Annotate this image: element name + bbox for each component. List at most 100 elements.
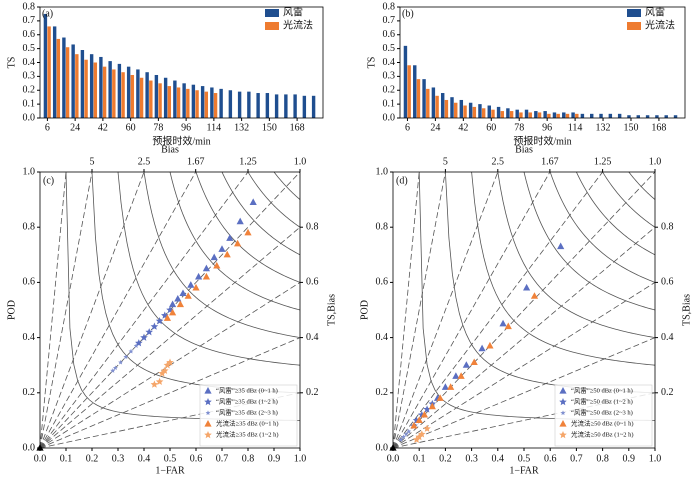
y2-tick-label: 0.2	[306, 387, 319, 398]
marker-triangle	[187, 281, 195, 288]
bar	[472, 106, 477, 118]
bar	[463, 105, 467, 118]
bar	[496, 106, 501, 118]
ts-line	[273, 171, 301, 200]
ts-line	[471, 171, 656, 366]
y-tick-label: 0.2	[383, 85, 396, 96]
bar	[590, 113, 594, 118]
marker-triangle	[410, 421, 418, 429]
marker-star	[112, 365, 118, 371]
x2-tick-label: 2.5	[138, 156, 151, 167]
bar	[450, 97, 454, 118]
x-tick-label: 0.9	[268, 453, 281, 464]
bar	[440, 93, 445, 118]
marker-star	[423, 424, 431, 432]
marker-triangle	[249, 198, 257, 205]
ts-line	[143, 171, 301, 338]
x-tick-label: 1.0	[294, 453, 307, 464]
marker-star	[559, 398, 567, 406]
y2-tick-label: 0.4	[661, 332, 674, 343]
legend-label: “风雷”≥50 dBz (1~2 h)	[571, 397, 633, 405]
bar	[509, 111, 514, 118]
bar	[444, 99, 449, 118]
marker-triangle	[559, 420, 567, 427]
ts-line	[169, 171, 301, 311]
bias-line	[39, 337, 301, 449]
y-axis-label: TS	[366, 57, 377, 69]
marker-triangle	[204, 420, 212, 427]
bar	[627, 115, 631, 118]
marker-star	[140, 333, 148, 341]
marker-triangle	[457, 372, 465, 379]
x-tick-label: 0.2	[86, 453, 99, 464]
marker-star	[155, 317, 164, 325]
marker-star	[150, 322, 159, 330]
marker-triangle	[234, 239, 242, 247]
bar	[173, 80, 177, 118]
bar	[416, 79, 421, 118]
marker-triangle	[174, 294, 182, 302]
bar	[93, 62, 98, 118]
bar	[636, 115, 640, 118]
bar	[547, 113, 551, 118]
bias-line	[392, 226, 656, 449]
y-tick-label: 0.3	[23, 71, 36, 82]
x-tick-label: 0.2	[439, 453, 452, 464]
bar	[664, 115, 668, 118]
marker-triangle	[169, 308, 177, 316]
x-axis-label: 1−FAR	[155, 465, 185, 476]
y-tick-label: 0.5	[383, 43, 396, 54]
bar	[293, 94, 297, 118]
x-tick-label: 0.0	[34, 453, 47, 464]
legend-label: 光流法≥50 dBz (1~2 h)	[571, 429, 634, 438]
marker-triangle	[486, 341, 494, 349]
marker-star	[559, 431, 567, 439]
ts-line	[497, 171, 656, 338]
marker-star	[163, 361, 172, 369]
plot-frame	[392, 171, 656, 449]
x-tick-label: 0.8	[596, 453, 609, 464]
x2-axis-label: Bias	[161, 144, 179, 155]
x-tick-label: 42	[98, 122, 108, 133]
bar	[75, 54, 79, 118]
y2-tick-label: 0.4	[306, 332, 319, 343]
marker-triangle	[470, 358, 478, 366]
y2-tick-label: 0.8	[306, 221, 319, 232]
y-tick-label: 0.1	[23, 98, 36, 109]
marker-triangle	[179, 289, 187, 297]
bar	[43, 13, 48, 118]
plot-frame	[39, 6, 324, 119]
bar	[52, 26, 57, 118]
legend-label: “风雷”≥35 dBz (1~2 h)	[216, 397, 278, 405]
bias-line	[39, 171, 197, 449]
bar	[617, 113, 622, 118]
bar	[195, 90, 199, 118]
bias-line	[39, 171, 93, 449]
x2-tick-label: 1.25	[239, 156, 257, 167]
x-tick-label: 132	[596, 122, 611, 133]
x-tick-label: 0.6	[190, 453, 203, 464]
ts-line	[549, 171, 656, 283]
bar	[102, 66, 107, 118]
bar	[481, 108, 486, 118]
legend-swatch	[627, 22, 641, 30]
x-tick-label: 0.7	[216, 453, 229, 464]
y-tick-label: 0.5	[23, 43, 36, 54]
bias-line	[39, 282, 301, 449]
bar	[534, 111, 538, 118]
y-tick-label: 0.4	[376, 332, 389, 343]
bias-line	[392, 171, 656, 449]
ts-line	[117, 171, 301, 366]
bar	[426, 88, 430, 118]
x-tick-label: 150	[623, 122, 638, 133]
ts-line	[195, 171, 301, 283]
y2-axis-label: TS,Bias	[681, 294, 692, 326]
bar	[265, 93, 270, 118]
bar	[213, 93, 218, 118]
bar	[256, 93, 260, 118]
x-tick-label: 60	[486, 122, 496, 133]
legend-label: 光流法	[283, 18, 313, 31]
x-tick-label: 0.1	[413, 453, 426, 464]
bar	[524, 109, 529, 118]
bar	[413, 65, 417, 118]
